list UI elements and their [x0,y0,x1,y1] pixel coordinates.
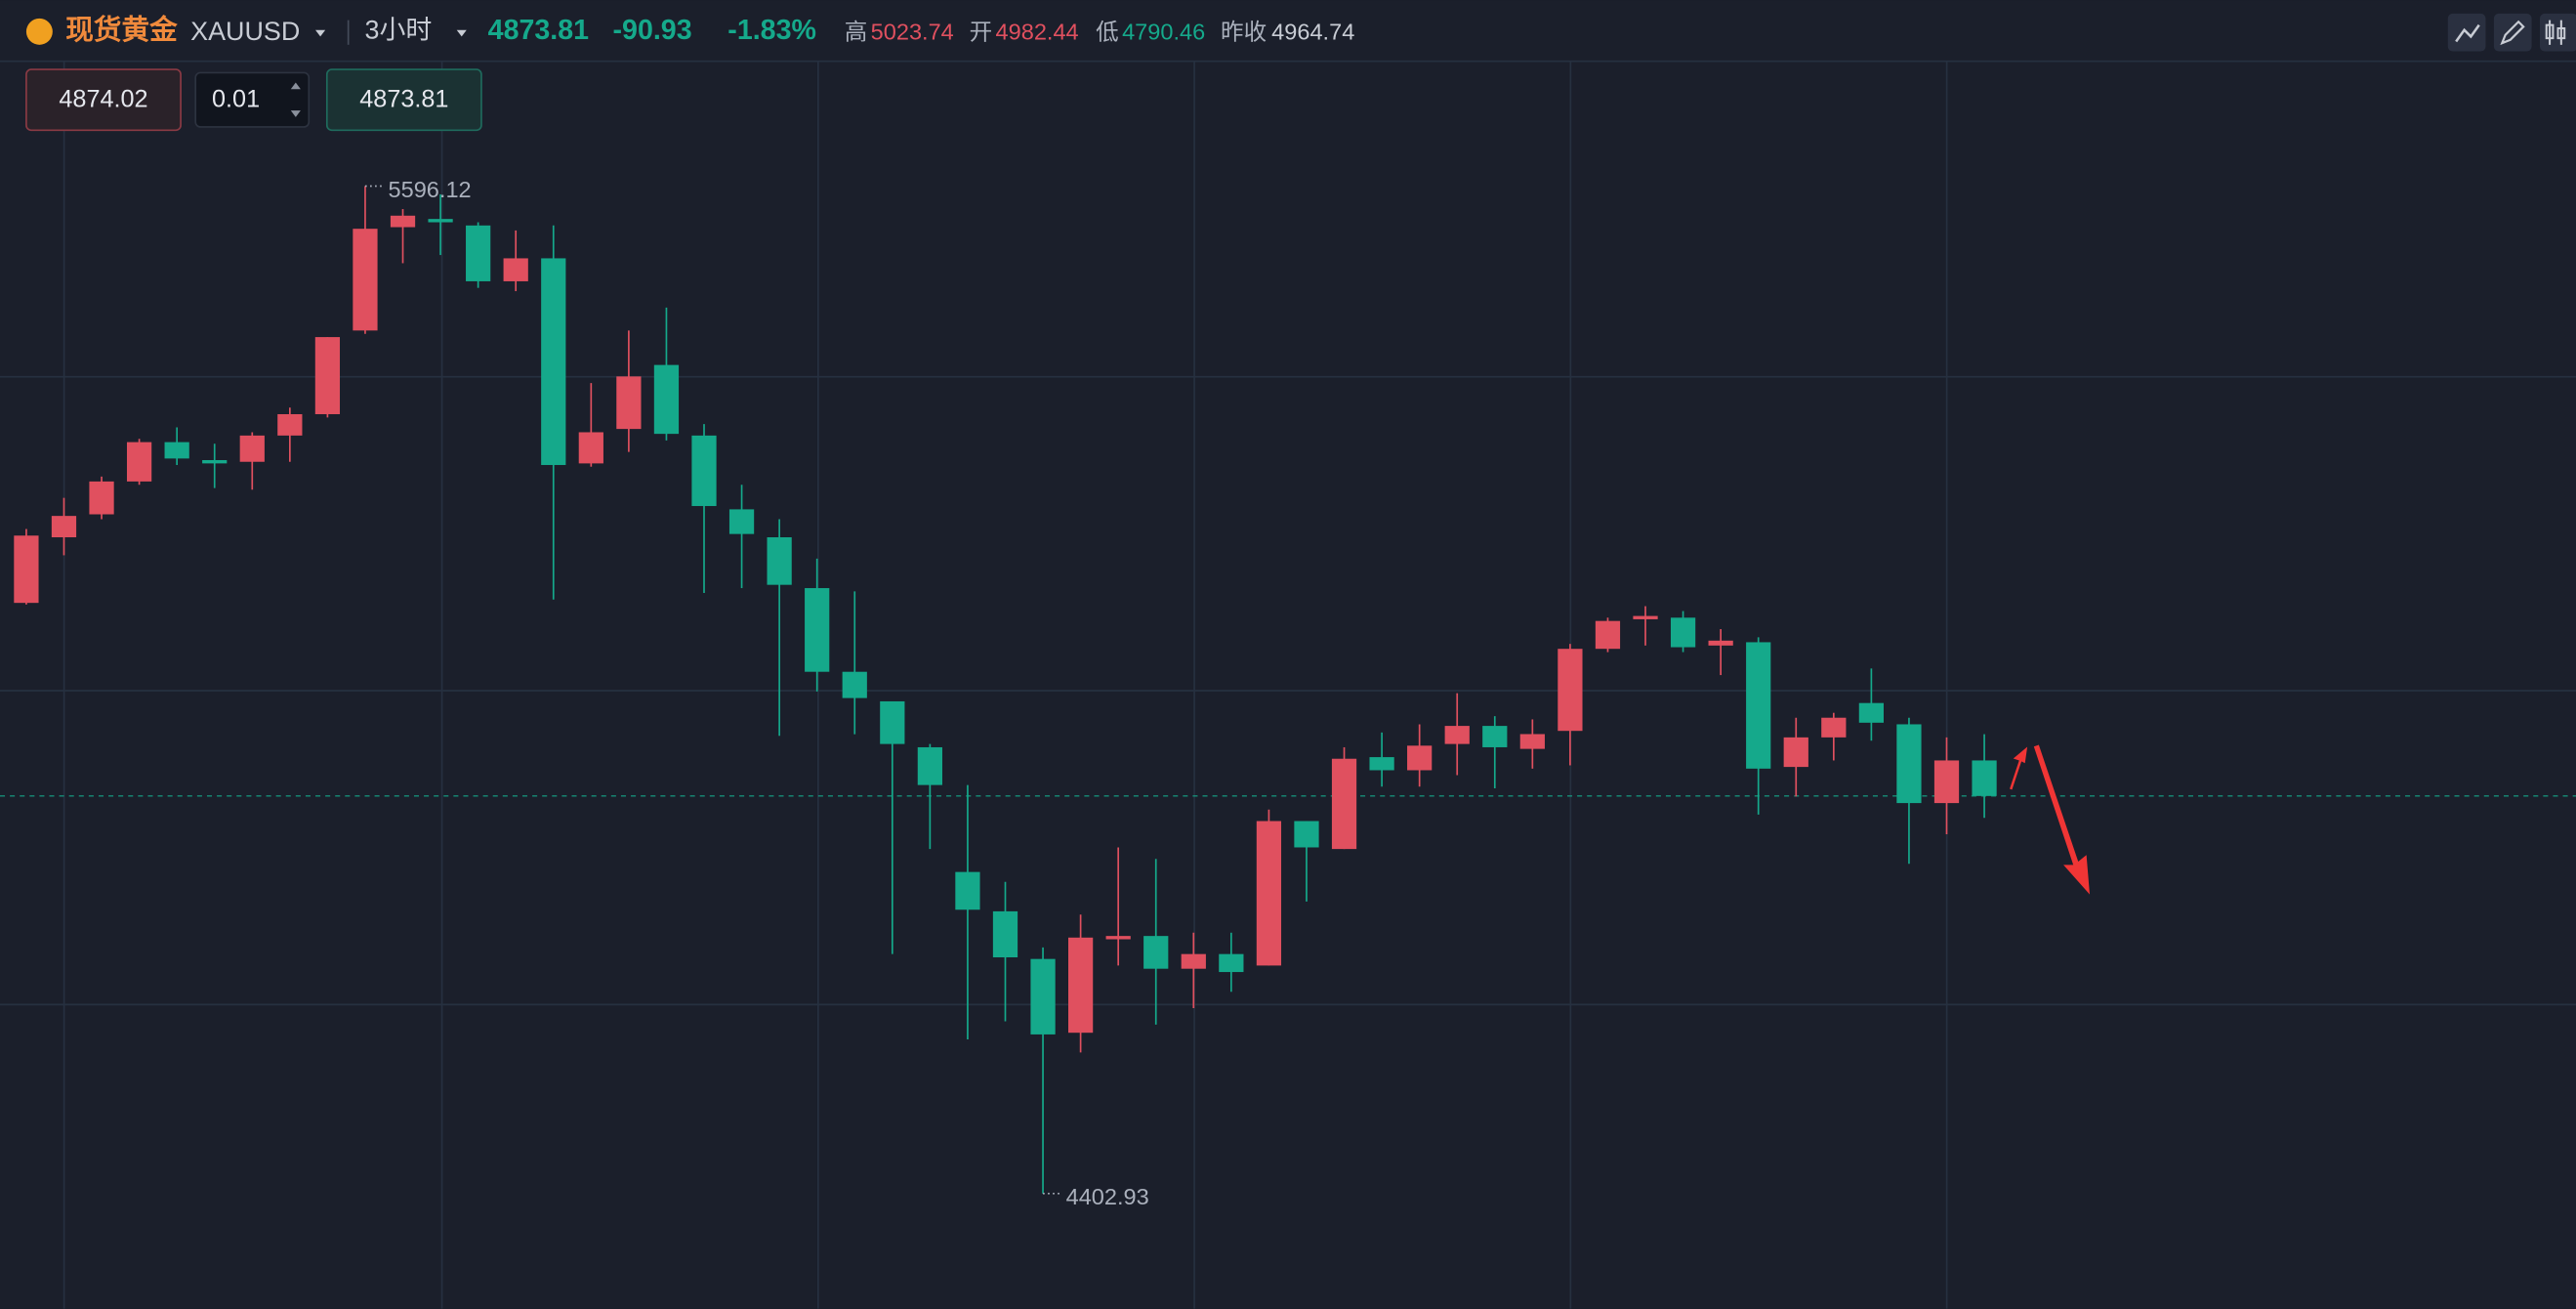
dropdown-caret[interactable] [456,29,467,37]
sell-button[interactable] [25,68,182,132]
candle-body [1519,734,1545,749]
candle-body [1858,702,1885,723]
candle-body [1821,717,1847,738]
candle-body [277,413,303,436]
stat-value: 4790.46 [1122,19,1205,44]
candle-body [1595,620,1621,650]
symbol-code[interactable]: XAUUSD [190,17,300,46]
last-price: 4873.81 [488,15,589,46]
interval[interactable]: 3小时 [364,15,432,44]
candle-body [955,871,980,910]
candle-body [1972,760,1997,796]
annotation-arrow [2033,744,2091,895]
candle-body [842,671,867,698]
candle-body [126,442,152,482]
candle-body [1105,936,1131,940]
tool-icon [2545,20,2566,45]
tool-button[interactable] [2493,13,2532,52]
low-label: 4402.93 [1066,1184,1149,1209]
stat-value: 4964.74 [1271,19,1354,44]
candle-body [89,481,114,515]
candle-body [1444,726,1470,744]
stat-label: 低 [1096,19,1119,44]
stat-label: 高 [845,19,868,44]
candle-body [1067,937,1094,1034]
candle-body [1407,745,1433,771]
buy-button[interactable] [325,68,482,132]
candle-body [51,516,77,538]
plot-area: 5596.12 4402.93 [0,177,2576,1209]
candle-body [1896,724,1922,804]
stat-label: 昨收 [1221,19,1267,44]
candle-body [1256,821,1282,966]
buy-price[interactable]: 4873.81 [359,86,448,113]
candle-body [1143,936,1169,969]
stat-label: 开 [970,19,993,44]
candle-body [1181,953,1206,969]
candle-body [314,337,341,414]
candle-body [691,435,717,507]
candle-body [503,258,528,281]
candle-body [767,537,792,585]
candle-body [653,364,680,435]
candle-body [541,258,566,466]
qty-value[interactable]: 0.01 [212,86,260,113]
candle-body [1482,726,1508,747]
high-label: 5596.12 [389,177,472,202]
symbol-icon [25,18,53,45]
candle-body [428,219,453,223]
candle-body [616,376,642,430]
tool-icon [2500,20,2525,46]
stat-value: 4982.44 [996,19,1079,44]
annotation-arrow [2010,746,2028,790]
candle-body [917,746,942,785]
tool-icon [2455,23,2480,43]
candle-body [202,460,228,464]
candle-body [1219,953,1244,973]
candle-body [390,215,416,228]
candle-body [1331,758,1357,850]
candle-body [353,229,378,331]
candle-body [728,509,755,534]
candle-body [1558,649,1583,732]
toolbar [2447,13,2576,52]
candle-body [805,588,830,672]
candle-body [1746,642,1771,769]
candle-body [466,225,491,281]
candle-body [578,432,603,464]
candle-body [1294,821,1319,848]
qty-input[interactable] [194,71,311,128]
candle-body [14,535,39,604]
change-pct: -1.83% [727,15,816,46]
sell-price[interactable]: 4874.02 [59,86,147,113]
change: -90.93 [613,15,692,46]
candle-body [1708,640,1733,646]
candle-body [1369,757,1394,771]
candle-body [992,910,1018,958]
candle-body [1783,737,1808,768]
candle-body [1933,760,1960,804]
stat-value: 5023.74 [871,19,954,44]
dropdown-caret[interactable] [315,29,326,37]
candle-body [1633,615,1658,619]
candle-body [1030,958,1056,1035]
symbol-name[interactable]: 现货黄金 [65,14,178,46]
candle-body [239,435,265,462]
candle-body [1670,617,1696,648]
candle-body [164,442,189,459]
candle-body [880,700,905,744]
